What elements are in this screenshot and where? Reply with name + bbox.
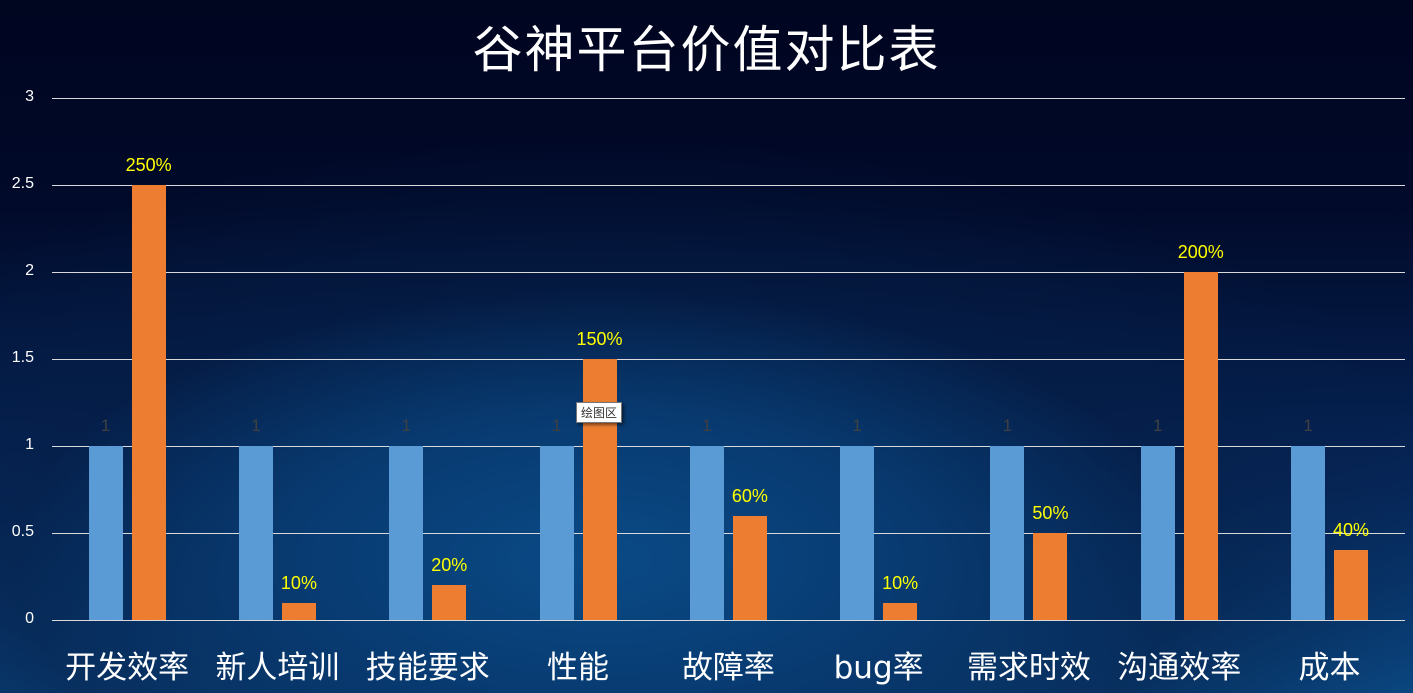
chart-title: 谷神平台价值对比表: [472, 21, 941, 79]
data-label-baseline: 1: [100, 416, 111, 435]
data-label-platform: 10%: [882, 572, 919, 593]
data-label-platform: 10%: [280, 572, 317, 593]
data-label-platform: 20%: [431, 555, 468, 576]
bar-platform[interactable]: [281, 602, 316, 620]
data-label-baseline: 1: [251, 416, 261, 435]
bar-platform[interactable]: [732, 515, 767, 620]
y-axis-tick-label: 0: [25, 610, 34, 627]
gridline: [52, 272, 1405, 273]
data-label-platform: 40%: [1333, 520, 1370, 541]
x-axis-category-label: 开发效率: [65, 650, 190, 686]
bar-baseline[interactable]: [1140, 446, 1175, 620]
data-label-baseline: 1: [1303, 416, 1313, 435]
bar-platform[interactable]: [883, 602, 918, 620]
bar-baseline[interactable]: [539, 446, 574, 620]
x-axis-category-label: 新人培训: [215, 650, 340, 686]
bar-platform[interactable]: [582, 359, 617, 620]
bar-baseline[interactable]: [990, 446, 1025, 620]
bar-baseline[interactable]: [389, 446, 424, 620]
x-axis-category-label: 成本: [1298, 650, 1361, 686]
data-label-baseline: 1: [1153, 416, 1163, 435]
y-axis-tick-label: 2: [25, 262, 34, 279]
data-label-baseline: 1: [1002, 416, 1013, 435]
bar-platform[interactable]: [131, 185, 166, 620]
bar-baseline[interactable]: [1291, 446, 1326, 620]
bar-baseline[interactable]: [689, 446, 724, 620]
bar-platform[interactable]: [432, 585, 467, 620]
data-label-baseline: 1: [551, 416, 562, 435]
data-label-platform: 150%: [576, 329, 623, 349]
bar-platform[interactable]: [1183, 272, 1218, 620]
x-axis-category-label: 性能: [547, 650, 610, 686]
plot-area-tooltip: 绘图区: [576, 402, 623, 423]
bar-baseline[interactable]: [840, 446, 875, 620]
x-axis-category-label: 故障率: [681, 650, 775, 686]
bar-baseline[interactable]: [88, 446, 123, 620]
bar-baseline[interactable]: [238, 446, 273, 620]
data-label-platform: 50%: [1032, 503, 1069, 523]
gridline: [52, 359, 1405, 360]
y-axis-tick-label: 3: [25, 88, 34, 105]
y-axis-tick-label: 2.5: [11, 175, 34, 192]
y-axis-tick-label: 1: [25, 436, 34, 453]
y-axis-tick-label: 0.5: [11, 523, 34, 540]
data-label-baseline: 1: [401, 416, 411, 435]
data-label-platform: 250%: [125, 155, 172, 175]
data-label-baseline: 1: [852, 416, 862, 435]
gridline: [52, 620, 1405, 621]
bar-platform[interactable]: [1033, 533, 1068, 620]
y-axis-tick-label: 1.5: [11, 349, 34, 366]
gridline: [52, 533, 1405, 534]
data-label-baseline: 1: [702, 416, 712, 435]
x-axis-category-label: 技能要求: [365, 650, 490, 686]
gridline: [52, 446, 1405, 447]
gridline: [52, 185, 1405, 186]
gridline: [52, 98, 1405, 99]
data-label-platform: 60%: [731, 485, 768, 506]
x-axis-category-label: 沟通效率: [1117, 650, 1242, 686]
bar-platform[interactable]: [1334, 550, 1369, 620]
data-label-platform: 200%: [1177, 242, 1224, 262]
x-axis-category-label: 需求时效: [966, 650, 1091, 686]
x-axis-category-label: bug率: [833, 650, 924, 686]
